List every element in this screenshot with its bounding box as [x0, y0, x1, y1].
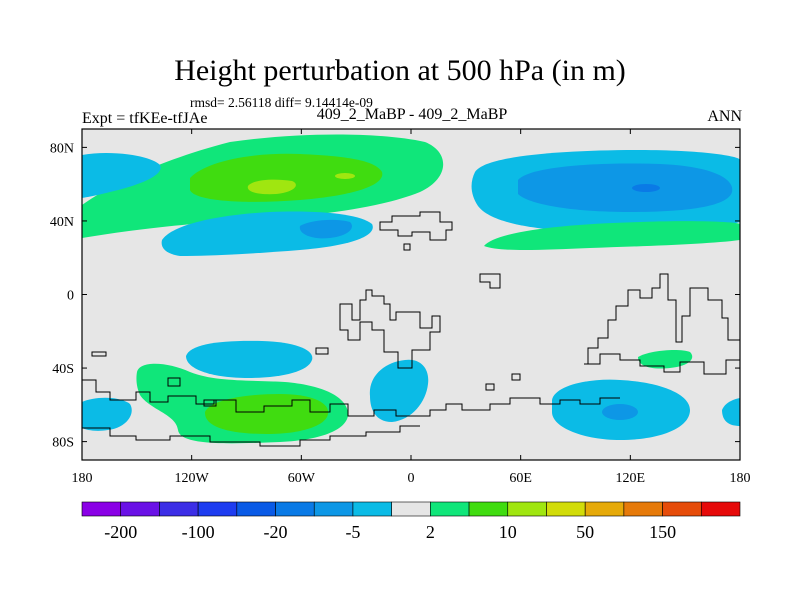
contour-negative-south-center: [186, 340, 313, 378]
colorbar-swatch: [623, 501, 663, 517]
x-tick-label: 180: [72, 471, 93, 486]
y-tick-label: 80N: [50, 141, 74, 156]
contour-negative-southeast: [722, 398, 740, 426]
colorbar-swatch: [391, 501, 431, 517]
colorbar-swatch: [275, 501, 315, 517]
x-axis: 180 120W 60W 0 60E 120E 180: [72, 129, 751, 486]
colorbar-swatch: [584, 501, 625, 517]
x-tick-label: 60E: [509, 471, 532, 486]
coastline-south-small-1: [91, 351, 107, 357]
y-tick-label: 0: [67, 289, 74, 304]
x-tick-label: 120W: [175, 471, 210, 486]
colorbar-swatch: [159, 501, 199, 517]
y-axis: 80N 40N 0 40S 80S: [50, 141, 740, 451]
contour-negative-southwest: [82, 397, 132, 431]
colorbar-labels: -200 -100 -20 -5 2 10 50 150: [104, 522, 676, 542]
coastline-south-small-4: [315, 347, 329, 355]
coastline-south-small-2: [167, 377, 181, 387]
coastline-north: [379, 211, 453, 241]
coastline-south-small-5: [485, 383, 495, 391]
colorbar-swatch: [468, 501, 509, 517]
colorbar-label: -200: [104, 522, 137, 542]
contour-positive-north-inner: [190, 153, 383, 202]
coastline-south-small-3: [203, 399, 217, 407]
season-label: ANN: [707, 108, 742, 125]
center-label: 409_2_MaBP - 409_2_MaBP: [316, 106, 508, 123]
contour-positive-south-east: [638, 349, 693, 369]
chart-title: Height perturbation at 500 hPa (in m): [174, 54, 626, 87]
contour-fills: [82, 134, 740, 444]
contour-negative-pacific-band-inner: [299, 219, 352, 239]
y-tick-label: 80S: [52, 436, 74, 451]
coastline-island-east: [479, 273, 501, 289]
colorbar-label: -20: [264, 522, 288, 542]
colorbar-swatch: [81, 501, 122, 517]
colorbar-label: -5: [345, 522, 360, 542]
coastline-southern-lower: [82, 425, 420, 447]
coastline-south-small-6: [511, 373, 521, 381]
colorbar-swatch: [197, 501, 238, 517]
contour-positive-north-peak: [247, 179, 296, 195]
y-tick-label: 40N: [50, 215, 74, 230]
colorbar-label: 10: [499, 522, 517, 542]
x-tick-label: 60W: [288, 471, 316, 486]
colorbar: [81, 501, 741, 517]
colorbar-swatch: [120, 501, 160, 517]
colorbar-label: 2: [426, 522, 435, 542]
contour-positive-northeast-band: [484, 221, 740, 250]
y-tick-label: 40S: [52, 362, 74, 377]
coastline-continent-a: [339, 289, 441, 369]
colorbar-swatch: [236, 501, 276, 517]
experiment-label: Expt = tfKEe-tfJAe: [82, 110, 208, 127]
colorbar-label: 50: [576, 522, 594, 542]
colorbar-label: -100: [182, 522, 215, 542]
coastlines: [82, 211, 740, 447]
contour-negative-nw: [82, 153, 161, 198]
colorbar-swatch: [546, 501, 586, 517]
coastline-continent-b: [584, 273, 740, 375]
contour-negative-south-indian-inner: [602, 404, 638, 420]
colorbar-swatch: [662, 501, 702, 517]
colorbar-swatch: [430, 501, 470, 517]
colorbar-swatch: [700, 501, 741, 517]
colorbar-label: 150: [649, 522, 676, 542]
contour-negative-south-atlantic: [369, 359, 429, 422]
contour-positive-north-peak-2: [335, 173, 355, 179]
x-tick-label: 120E: [616, 471, 646, 486]
contour-negative-northeast-inner: [518, 163, 733, 212]
x-tick-label: 0: [408, 471, 415, 486]
coastline-small-island: [403, 243, 411, 251]
colorbar-swatch: [313, 501, 354, 517]
stats-text: rmsd= 2.56118 diff= 9.14414e-09: [190, 95, 373, 110]
contour-negative-northeast-peak: [632, 184, 660, 192]
colorbar-swatch: [507, 501, 547, 517]
colorbar-swatch: [352, 501, 392, 517]
x-tick-label: 180: [730, 471, 751, 486]
coastline-southern: [82, 379, 620, 417]
